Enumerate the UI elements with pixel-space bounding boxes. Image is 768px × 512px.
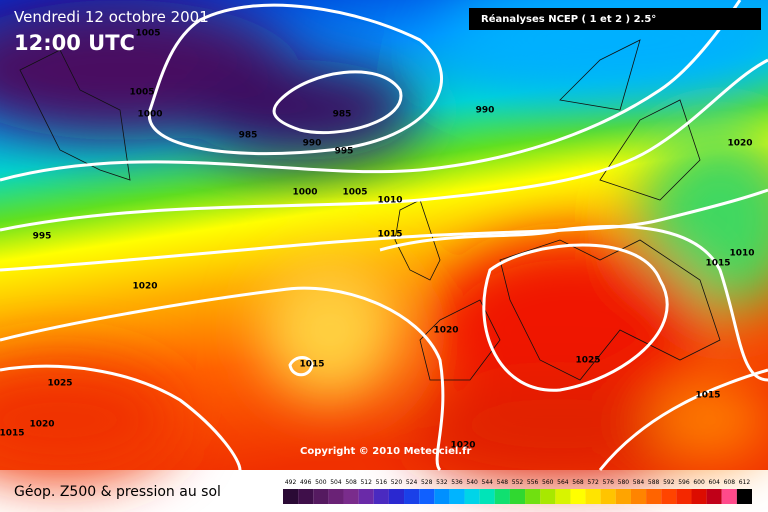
isobar-label: 1005 xyxy=(342,188,367,198)
isobar-label: 985 xyxy=(239,131,258,141)
isobar-label: 1020 xyxy=(727,139,752,149)
isobar-label: 995 xyxy=(33,232,52,242)
source: Réanalyses NCEP ( 1 et 2 ) 2.5° xyxy=(481,13,656,25)
isobar-label: 1010 xyxy=(729,249,754,259)
scale-swatch xyxy=(419,489,435,504)
isobar-label: 995 xyxy=(335,147,354,157)
isobar-label: 1020 xyxy=(29,420,54,430)
scale-label: 568 xyxy=(572,479,584,486)
scale-label: 612 xyxy=(739,479,751,486)
scale-label: 504 xyxy=(330,479,342,486)
scale-label: 576 xyxy=(603,479,615,486)
isobar-label: 1015 xyxy=(0,429,25,439)
isobar-label: 990 xyxy=(476,106,495,116)
scale-swatch xyxy=(736,489,752,504)
source-box xyxy=(469,8,761,30)
scale-label: 520 xyxy=(391,479,403,486)
isobar-label: 1000 xyxy=(137,110,162,120)
scale-swatch xyxy=(388,489,405,504)
scale-label: 536 xyxy=(451,479,463,486)
scale-swatch xyxy=(434,489,450,504)
scale-swatch xyxy=(600,489,616,504)
copyright: Copyright © 2010 Meteociel.fr xyxy=(300,446,471,457)
scale-label: 512 xyxy=(360,479,372,486)
scale-swatch xyxy=(449,489,465,504)
scale-swatch xyxy=(615,489,631,504)
isobar-label: 1005 xyxy=(129,88,154,98)
isobar-label: 985 xyxy=(333,110,352,120)
scale-swatch xyxy=(676,489,692,504)
isobar-label: 1015 xyxy=(695,391,720,401)
time: 12:00 UTC xyxy=(14,31,135,55)
scale-label: 532 xyxy=(436,479,448,486)
isobar-label: 1025 xyxy=(47,379,72,389)
scale-label: 588 xyxy=(648,479,660,486)
date: Vendredi 12 octobre 2001 xyxy=(14,8,209,26)
caption: Géop. Z500 & pression au sol xyxy=(14,484,221,500)
scale-label: 580 xyxy=(618,479,630,486)
scale-swatch xyxy=(358,489,374,504)
scale-swatch xyxy=(661,489,677,504)
scale-swatch xyxy=(373,489,389,504)
isobar-label: 1005 xyxy=(135,29,160,39)
scale-label: 524 xyxy=(406,479,418,486)
scale-label: 508 xyxy=(345,479,357,486)
scale-label: 556 xyxy=(527,479,539,486)
scale-label: 516 xyxy=(376,479,388,486)
scale-label: 564 xyxy=(557,479,569,486)
scale-label: 500 xyxy=(315,479,327,486)
scale-swatch xyxy=(494,489,510,504)
scale-swatch xyxy=(313,489,329,504)
isobar-label: 990 xyxy=(303,139,322,149)
scale-label: 528 xyxy=(421,479,433,486)
scale-swatch xyxy=(721,489,737,504)
scale-swatch xyxy=(404,489,420,504)
scale-label: 608 xyxy=(724,479,736,486)
isobar-label: 1010 xyxy=(377,196,402,206)
isobar-label: 1015 xyxy=(377,230,402,240)
scale-swatch xyxy=(343,489,359,504)
scale-label: 604 xyxy=(708,479,720,486)
isobar-label: 1020 xyxy=(450,441,475,451)
isobar-label: 1000 xyxy=(292,188,317,198)
isobar-label: 1020 xyxy=(132,282,157,292)
scale-swatch xyxy=(479,489,495,504)
scale-label: 596 xyxy=(678,479,690,486)
scale-label: 492 xyxy=(285,479,297,486)
scale-label: 584 xyxy=(633,479,645,486)
color-scale: 492 496 500 504 508 512 516 520 524 528 532 536 540 5… xyxy=(283,479,752,504)
isobar-label: 1025 xyxy=(575,356,600,366)
scale-swatch xyxy=(555,489,571,504)
isobar-label: 1020 xyxy=(433,326,458,336)
isobar-label: 1015 xyxy=(705,259,730,269)
scale-swatch xyxy=(630,489,647,504)
scale-swatch xyxy=(328,489,344,504)
scale-label: 496 xyxy=(300,479,312,486)
scale-swatch xyxy=(298,489,314,504)
scale-label: 552 xyxy=(512,479,524,486)
map xyxy=(0,0,768,480)
scale-label: 572 xyxy=(587,479,599,486)
scale-swatch xyxy=(464,489,480,504)
scale-swatch xyxy=(509,489,526,504)
scale-swatch xyxy=(706,489,722,504)
scale-swatch xyxy=(691,489,707,504)
scale-swatch xyxy=(585,489,601,504)
scale-label: 592 xyxy=(663,479,675,486)
scale-swatch xyxy=(646,489,662,504)
isobar-label: 1015 xyxy=(299,360,324,370)
scale-label: 540 xyxy=(466,479,478,486)
scale-swatch xyxy=(525,489,541,504)
scale-swatch xyxy=(540,489,556,504)
scale-label: 600 xyxy=(693,479,705,486)
scale-label: 560 xyxy=(542,479,554,486)
scale-label: 544 xyxy=(482,479,494,486)
scale-swatch xyxy=(283,489,299,504)
scale-label: 548 xyxy=(497,479,509,486)
scale-swatch xyxy=(570,489,586,504)
